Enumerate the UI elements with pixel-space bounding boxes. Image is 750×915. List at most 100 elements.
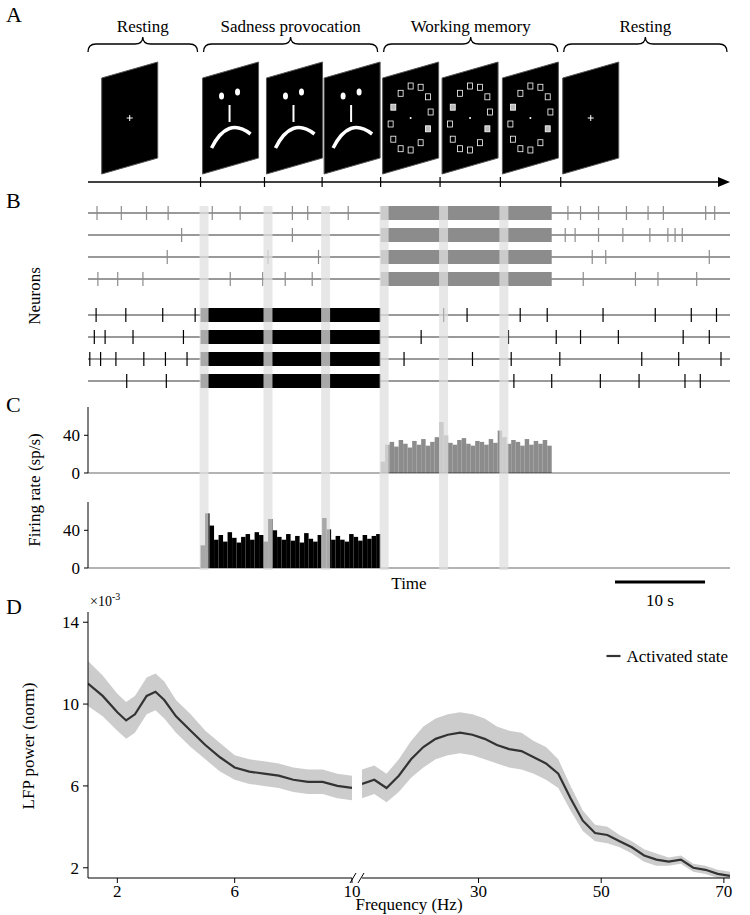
bar [354,537,359,568]
spike [312,272,313,286]
x-axis [88,473,730,474]
burst [381,250,552,264]
fixation-dot [529,117,531,119]
spike [647,206,648,220]
screen-frame [102,62,158,174]
spike [663,206,664,220]
bars [381,422,552,473]
spike [551,374,552,388]
spike [125,308,126,322]
spike [165,352,166,366]
axis-break [350,873,356,883]
stage-label: Sadness provocation [220,17,361,36]
spike [96,308,97,322]
panel-letter: A [6,2,22,27]
memory-item [528,147,533,153]
bar [237,543,242,568]
panel-letter: B [6,188,21,213]
panel-letter: D [6,594,22,619]
spike [421,330,422,344]
face-mouth [333,128,372,148]
face-nose [229,105,231,122]
spike [181,228,182,242]
spike [126,374,127,388]
x-axis [88,878,352,879]
memory-item [478,84,483,90]
plot-area [88,661,352,800]
spike [89,352,90,366]
spike [318,250,319,264]
timeline-tick [200,177,201,187]
fixation-dot [410,117,412,119]
panel-letter: C [6,392,21,417]
memory-item [428,109,433,115]
bar [547,446,552,473]
timeline-tick [439,177,440,187]
bar [466,444,471,473]
memory-item [458,146,463,152]
screen-frame [203,62,259,174]
spike [684,374,685,388]
bar [408,448,413,473]
row-baseline [88,337,730,338]
memory-item [538,84,543,90]
spike [605,250,606,264]
bar [291,541,296,568]
spike [292,228,293,242]
y-tick [84,435,88,436]
fixation-dot [469,117,471,119]
spike [709,330,710,344]
spike [262,272,263,286]
bar [511,440,516,473]
timeline-tick [322,177,323,187]
spike [716,308,717,322]
spike [600,374,601,388]
timeline-tick [500,177,501,187]
bar [309,539,314,568]
spike [683,330,684,344]
screen [266,62,322,174]
burst [201,308,381,322]
spike [100,352,101,366]
screen-frame [324,62,380,174]
timeline-tick [380,177,381,187]
spike [641,352,642,366]
spike [691,308,692,322]
bar [246,534,251,568]
row-baseline [88,381,730,382]
memory-item [450,136,455,142]
timeline-tick [264,177,265,187]
bar [367,539,372,568]
bar [457,440,462,473]
timeline-tick [560,177,561,187]
bar [525,439,530,473]
y-scale-base: ×10 [90,594,112,609]
x-tick-label: 2 [113,882,122,901]
face-eye [235,89,240,96]
screen [563,62,619,174]
bar [304,533,309,568]
spike [580,206,581,220]
spike [285,272,286,286]
face-eye [219,93,224,100]
spike [626,206,627,220]
bar [448,443,453,473]
bar [484,445,489,473]
memory-item [485,94,490,100]
timeline-arrowhead [718,177,730,187]
y-tick [83,867,88,868]
spike [472,352,473,366]
x-tick-label: 50 [593,882,610,901]
spike [714,206,715,220]
memory-item [518,90,523,96]
timeline-arrow [88,181,722,182]
spike [186,352,187,366]
y-tick-label: 2 [71,859,80,878]
bar [282,540,287,568]
burst [201,330,381,344]
spike [143,352,144,366]
face-mouth [212,128,251,148]
memory-item [518,146,523,152]
bar [403,444,408,473]
spike [667,228,668,242]
